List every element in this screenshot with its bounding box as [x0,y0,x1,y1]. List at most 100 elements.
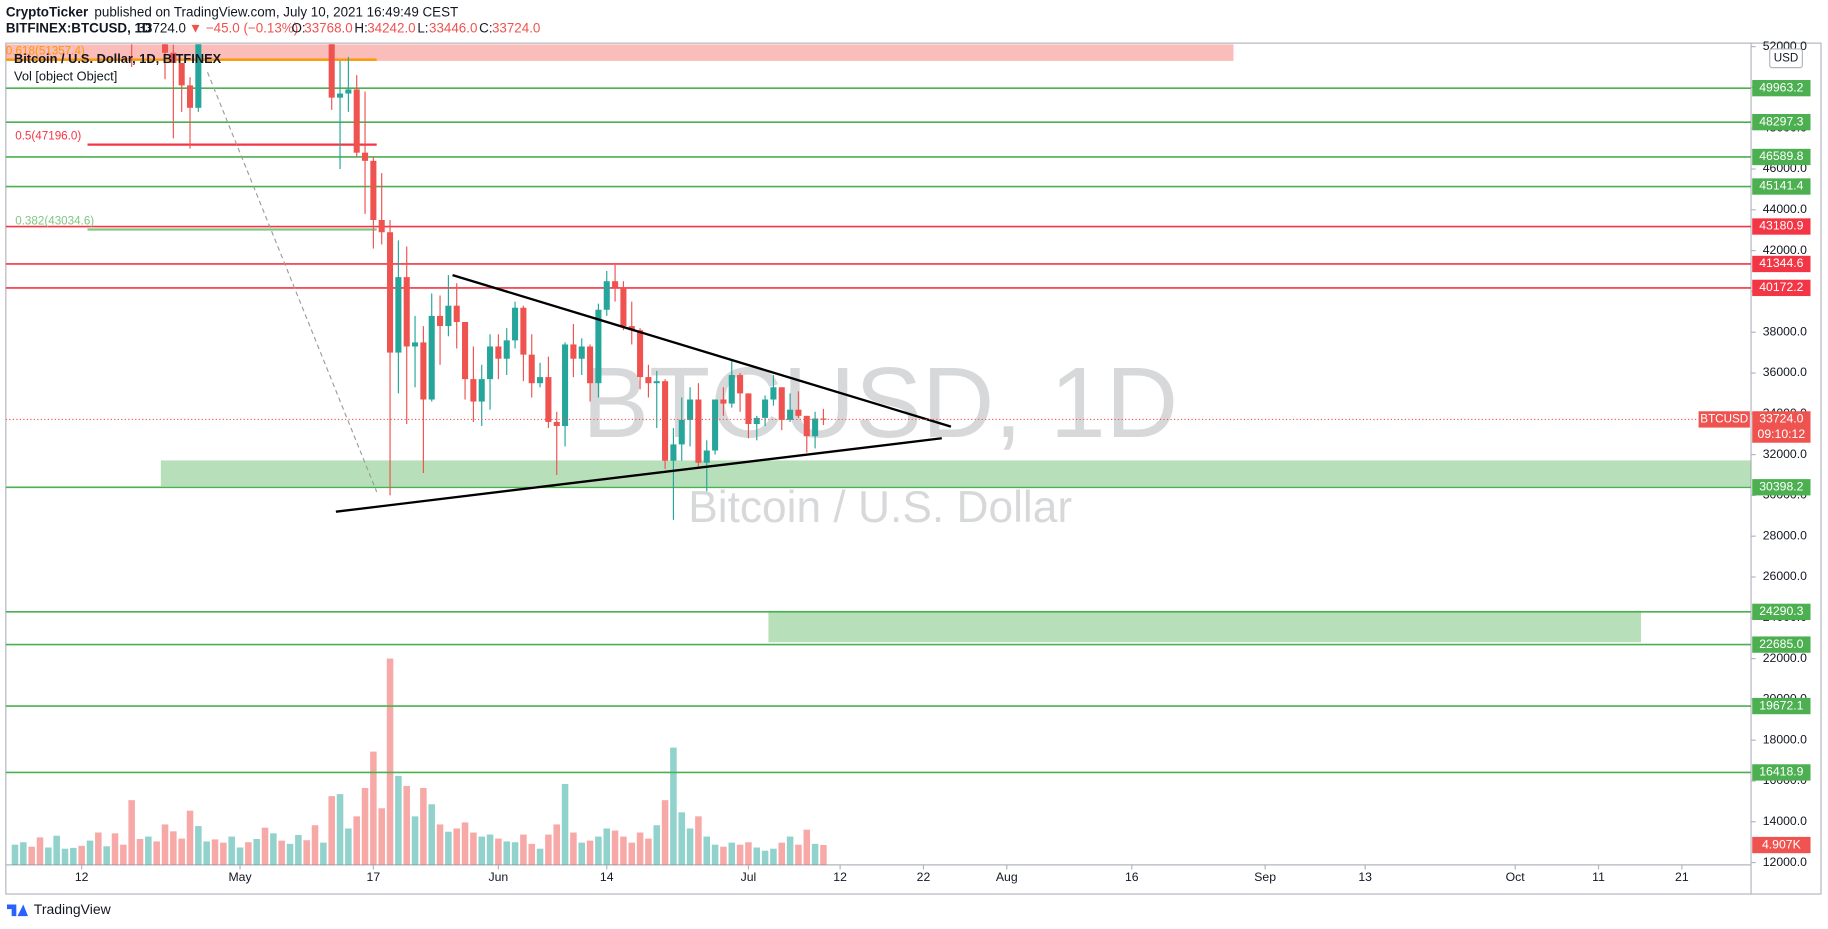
volume-bar [261,827,269,865]
candle-body [353,89,360,153]
volume-bar [336,794,344,865]
y-tick-label: 28000.0 [1763,528,1807,542]
symbol-tag: BTCUSD [1700,413,1748,426]
level-label: 24290.3 [1759,604,1803,618]
level-label-box [1752,113,1811,131]
currency-box [1769,48,1803,69]
volume-bar [70,847,77,865]
volume-bar [653,825,661,865]
candle-body [820,418,827,420]
candle-body [495,346,502,359]
volume-bar [445,831,452,865]
candle-body [620,287,627,327]
volume-bar [778,842,786,865]
volume-bar [203,841,210,865]
level-label-box [1752,148,1811,166]
y-tick-label: 18000.0 [1763,732,1807,746]
level-label: 19672.1 [1759,698,1803,712]
volume-bar [95,832,102,865]
volume-bar [328,796,335,865]
last-price-label: 33724.0 [1759,412,1803,426]
volume-bar [645,838,652,865]
candle-body [520,307,527,355]
change: ▼ −45.0 (−0.13%) [189,21,298,36]
published: published on TradingView.com, July 10, 2… [94,4,458,19]
candle-body [161,44,169,53]
volume-bar [545,834,552,865]
trendline [206,72,378,493]
volume-bar [245,842,252,865]
volume-bar [111,833,119,865]
candle-body [370,160,377,221]
volume-bar [403,786,410,865]
y-tick-label: 38000.0 [1763,324,1807,338]
candle-body [445,305,452,327]
volume-bar [578,842,586,865]
volume-bar [520,834,527,865]
level-label-box [1752,764,1811,781]
volume-bar [395,775,402,865]
open: 33768.0 [304,21,352,36]
x-tick-label: 16 [1125,870,1139,884]
plot-area: 0.618(51357.4) 0.5(47196.0) 0.382(43034.6) [5,44,1752,865]
volume-bar [728,842,736,865]
y-tick-label: 32000.0 [1763,447,1807,461]
candle-body [512,307,519,341]
volume-bar [311,825,319,865]
volume-bar [461,822,469,865]
volume-bar [611,830,619,865]
volume-bar [345,828,352,865]
candle-body [420,342,427,400]
candle-body [437,315,444,327]
candle-body [545,377,552,422]
volume-bar [428,804,435,865]
volume-bar [803,829,811,865]
volume-label-box [1752,836,1811,854]
candle-body [745,393,752,424]
volume-bar [195,826,202,865]
candle-body [728,375,735,404]
candle-body [662,381,669,461]
level-label: 41344.6 [1759,256,1803,270]
volume-bar [586,840,594,865]
volume-bar [370,751,377,865]
level-label-box [1752,218,1811,235]
volume-bar [320,842,327,865]
volume-bar [103,846,110,865]
candle-body [570,344,577,359]
low-key: L: [417,21,428,36]
volume-bar [353,816,360,865]
candle-body [345,89,352,94]
candle-body [653,381,660,384]
volume-bar [386,658,394,865]
level-label-box [1752,80,1811,97]
footer: TradingView [34,901,112,917]
level-label: 45141.4 [1759,179,1803,193]
volume-bar [128,800,135,865]
x-tick-label: 12 [833,870,847,884]
candle-body [562,344,569,427]
trendline [335,437,942,513]
candle-body [670,444,677,461]
volume-bar [145,836,152,865]
volume-bar [753,847,761,865]
candle-body [403,277,410,347]
volume-bar [295,834,302,865]
volume-bar [436,824,444,865]
volume-legend: Vol [object Object] [14,68,117,83]
zone [768,610,1642,643]
level-label: 46589.8 [1759,149,1803,163]
volume-bar [628,842,636,865]
x-tick-label: May [228,870,252,884]
x-tick-label: Aug [996,870,1018,884]
candle-body [587,346,594,384]
volume-bar [420,788,427,865]
last-price: 33724.0 [138,21,186,36]
volume-bar [53,835,60,865]
candle-body [770,387,777,400]
candle-body [753,417,760,424]
volume-bar [695,816,702,865]
y-tick-label: 36000.0 [1763,365,1807,379]
level-label-box [1752,255,1811,273]
candle-body [553,421,560,427]
